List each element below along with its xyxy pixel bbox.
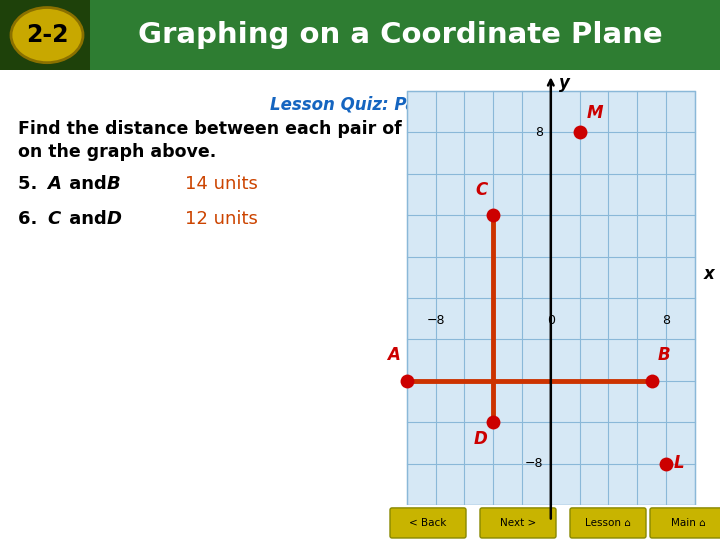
Text: Lesson ⌂: Lesson ⌂ [585, 518, 631, 528]
Text: B: B [107, 175, 121, 193]
Text: 8: 8 [662, 314, 670, 327]
Text: L: L [673, 455, 684, 472]
Text: © HOLT McDOUGAL, All Rights Reserved: © HOLT McDOUGAL, All Rights Reserved [8, 518, 218, 528]
Point [401, 376, 413, 385]
Text: 8: 8 [536, 126, 544, 139]
Text: on the graph above.: on the graph above. [18, 143, 216, 161]
Point [646, 376, 657, 385]
Text: M: M [587, 104, 603, 122]
Text: 6.: 6. [18, 210, 44, 228]
Point [487, 211, 499, 219]
Text: < Back: < Back [409, 518, 446, 528]
Point [574, 128, 585, 137]
Text: B: B [657, 346, 670, 364]
Text: and: and [63, 175, 113, 193]
FancyBboxPatch shape [480, 508, 556, 538]
Text: −8: −8 [426, 314, 445, 327]
Text: A: A [47, 175, 61, 193]
Text: 5.: 5. [18, 175, 44, 193]
Text: 12 units: 12 units [185, 210, 258, 228]
FancyBboxPatch shape [570, 508, 646, 538]
Text: −8: −8 [525, 457, 544, 470]
FancyBboxPatch shape [650, 508, 720, 538]
Text: x: x [704, 266, 714, 284]
Point [660, 459, 672, 468]
Text: C: C [47, 210, 60, 228]
Text: Main ⌂: Main ⌂ [670, 518, 706, 528]
FancyBboxPatch shape [407, 91, 695, 505]
Text: D: D [474, 430, 487, 448]
Text: Next >: Next > [500, 518, 536, 528]
Text: y: y [559, 75, 570, 92]
Text: 0: 0 [546, 314, 555, 327]
Text: A: A [387, 346, 400, 364]
Text: C: C [475, 180, 487, 199]
Text: Graphing on a Coordinate Plane: Graphing on a Coordinate Plane [138, 21, 662, 49]
Text: Lesson Quiz: Part II: Lesson Quiz: Part II [269, 95, 451, 113]
Bar [0, 0, 90, 70]
Text: 2-2: 2-2 [26, 23, 68, 47]
Text: 14 units: 14 units [185, 175, 258, 193]
Point [487, 418, 499, 427]
FancyBboxPatch shape [390, 508, 466, 538]
Text: Find the distance between each pair of points: Find the distance between each pair of p… [18, 120, 469, 138]
Text: and: and [63, 210, 113, 228]
Text: D: D [107, 210, 122, 228]
Ellipse shape [11, 8, 83, 63]
